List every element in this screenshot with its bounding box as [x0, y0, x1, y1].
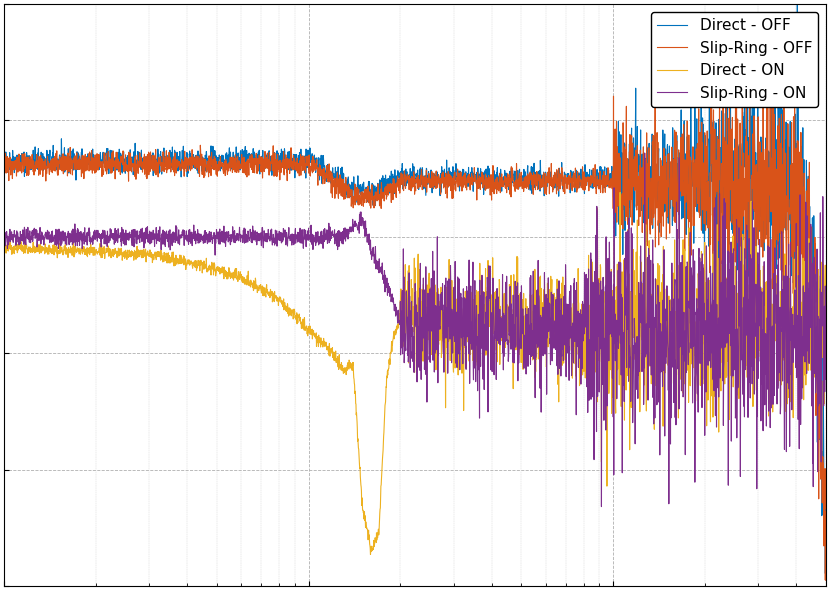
Slip-Ring - ON: [93, 227, 103, 234]
Direct - ON: [0, 248, 9, 255]
Slip-Ring - OFF: [820, 576, 830, 584]
Line: Slip-Ring - ON: Slip-Ring - ON: [4, 153, 826, 507]
Slip-Ring - ON: [142, 228, 152, 235]
Slip-Ring - ON: [821, 376, 830, 383]
Line: Slip-Ring - OFF: Slip-Ring - OFF: [4, 37, 826, 580]
Direct - OFF: [821, 532, 830, 539]
Slip-Ring - ON: [0, 230, 9, 237]
Slip-Ring - OFF: [805, 231, 815, 238]
Direct - OFF: [805, 273, 815, 280]
Direct - OFF: [793, 1, 803, 8]
Slip-Ring - OFF: [821, 576, 830, 584]
Slip-Ring - ON: [350, 221, 360, 228]
Slip-Ring - ON: [640, 149, 650, 156]
Direct - ON: [350, 390, 360, 397]
Slip-Ring - OFF: [716, 193, 726, 200]
Direct - OFF: [315, 169, 325, 176]
Slip-Ring - OFF: [765, 34, 775, 41]
Direct - ON: [315, 334, 325, 341]
Direct - OFF: [716, 171, 726, 178]
Slip-Ring - ON: [597, 503, 607, 510]
Slip-Ring - ON: [805, 285, 815, 292]
Slip-Ring - ON: [717, 279, 727, 286]
Slip-Ring - OFF: [93, 166, 103, 173]
Direct - ON: [93, 248, 103, 255]
Slip-Ring - OFF: [142, 158, 152, 165]
Direct - OFF: [0, 155, 9, 162]
Slip-Ring - OFF: [350, 181, 360, 188]
Direct - OFF: [820, 570, 830, 577]
Direct - ON: [805, 332, 815, 339]
Direct - ON: [821, 294, 830, 301]
Direct - OFF: [142, 168, 152, 175]
Slip-Ring - OFF: [0, 172, 9, 179]
Line: Direct - OFF: Direct - OFF: [4, 4, 826, 573]
Direct - ON: [365, 551, 375, 558]
Slip-Ring - OFF: [315, 168, 325, 175]
Slip-Ring - ON: [315, 233, 325, 240]
Direct - OFF: [350, 186, 360, 193]
Direct - OFF: [93, 156, 103, 163]
Legend: Direct - OFF, Slip-Ring - OFF, Direct - ON, Slip-Ring - ON: Direct - OFF, Slip-Ring - OFF, Direct - …: [651, 12, 818, 107]
Direct - ON: [142, 251, 152, 258]
Direct - ON: [717, 262, 727, 269]
Direct - ON: [615, 189, 625, 196]
Line: Direct - ON: Direct - ON: [4, 192, 826, 555]
